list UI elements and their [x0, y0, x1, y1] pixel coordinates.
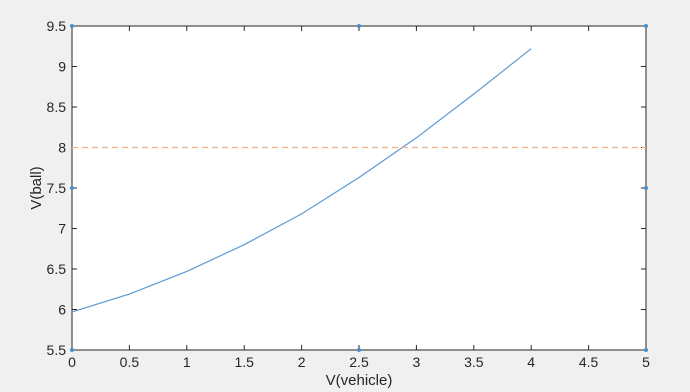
data-point-marker: [357, 24, 361, 28]
x-tick-label: 0.5: [120, 354, 140, 370]
x-tick-label: 5: [642, 354, 650, 370]
x-tick-label: 2: [298, 354, 306, 370]
data-point-marker: [70, 186, 74, 190]
x-tick-label: 4: [527, 354, 535, 370]
y-tick-label: 8.5: [47, 99, 67, 115]
y-tick-label: 7.5: [47, 180, 67, 196]
x-tick-label: 1: [183, 354, 191, 370]
data-point-marker: [644, 186, 648, 190]
y-tick-label: 5.5: [47, 342, 67, 358]
y-tick-label: 7: [58, 221, 66, 237]
y-axis-ticks: 5.5 6 6.5 7 7.5 8 8.5 9 9.5: [47, 18, 646, 358]
data-point-marker: [357, 348, 361, 352]
series-layer: [71, 48, 646, 313]
data-point-marker: [644, 348, 648, 352]
marker-layer: [70, 24, 648, 352]
y-tick-label: 9.5: [47, 18, 67, 34]
data-point-marker: [70, 348, 74, 352]
x-tick-label: 1.5: [234, 354, 254, 370]
y-tick-label: 8: [58, 140, 66, 156]
y-tick-label: 9: [58, 59, 66, 75]
data-point-marker: [644, 24, 648, 28]
x-tick-label: 0: [68, 354, 76, 370]
x-tick-label: 3.5: [464, 354, 484, 370]
y-axis-label: V(ball): [28, 166, 45, 209]
x-axis-ticks: 0 0.5 1 1.5 2 2.5 3 3.5 4 4.5 5: [68, 26, 650, 370]
x-tick-label: 2.5: [349, 354, 369, 370]
plot-area: [71, 25, 647, 351]
x-axis-label: V(vehicle): [326, 372, 393, 389]
data-series-line: [71, 48, 532, 313]
x-tick-label: 4.5: [579, 354, 599, 370]
data-point-marker: [70, 24, 74, 28]
x-tick-label: 3: [413, 354, 421, 370]
y-tick-label: 6: [58, 302, 66, 318]
y-tick-label: 6.5: [47, 261, 67, 277]
